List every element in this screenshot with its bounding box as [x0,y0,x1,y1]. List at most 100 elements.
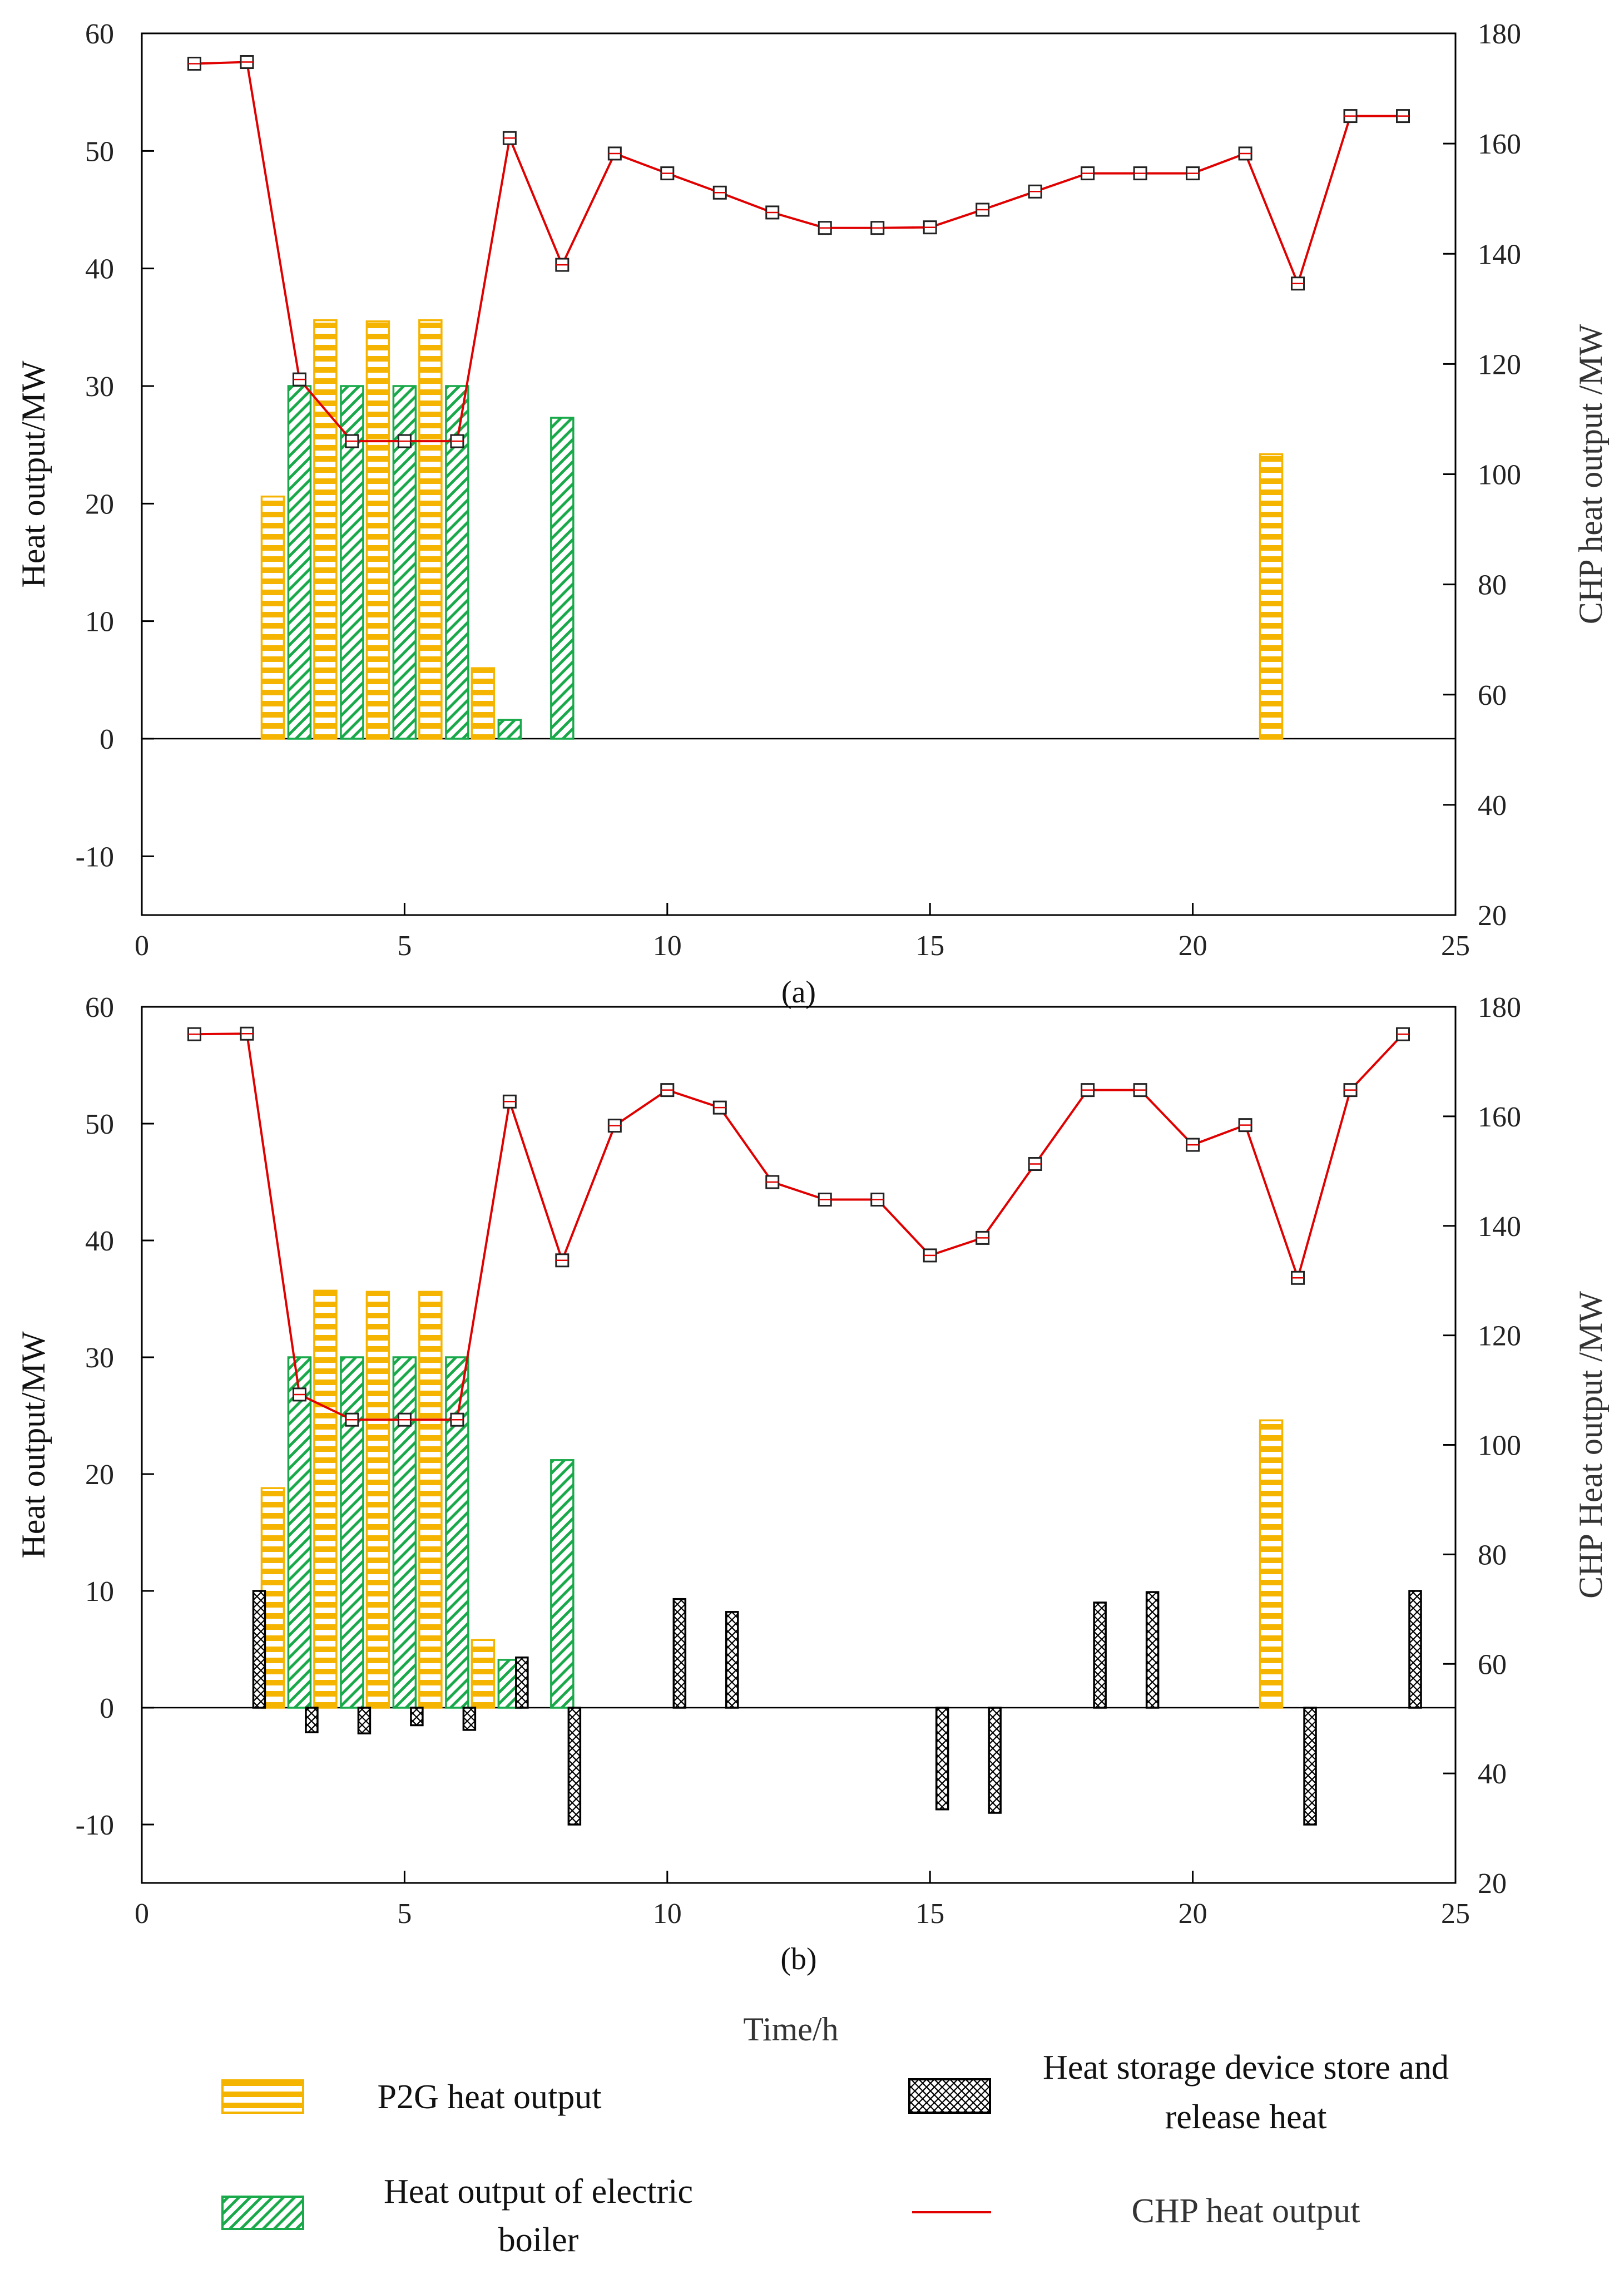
legend-p2g-swatch [221,2079,304,2114]
p2g-bar [1259,1419,1284,1709]
legend-storage-label-line1: Heat storage device store and [1043,2049,1449,2087]
y2-tick-label: 20 [1478,1868,1507,1900]
panel-caption: (b) [780,1942,816,1976]
y2-tick-label: 40 [1478,790,1507,822]
x-tick-label: 10 [653,930,682,962]
eb-bar [550,1459,575,1709]
x-tick-label: 20 [1179,1898,1207,1930]
chp-line [194,1032,1404,1421]
y-tick-label: 50 [85,1109,114,1140]
eb-bar [497,719,522,740]
x-tick-label: 5 [397,1898,412,1930]
y-tick-label: 20 [85,1459,114,1491]
y2-tick-label: 140 [1478,1211,1521,1243]
x-tick-label: 0 [135,1898,149,1930]
x-tick-label: 0 [135,930,149,962]
storage-bar [305,1707,319,1733]
y-tick-label: 50 [85,136,114,167]
p2g-bar [365,320,390,740]
y2-tick-label: 60 [1478,1649,1507,1680]
legend-eb-label-line1: Heat output of electric [384,2173,693,2211]
x-tick-label: 10 [653,1898,682,1930]
p2g-bar [313,1289,338,1709]
y2-axis-label: CHP Heat output /MW [1572,1291,1609,1599]
x-tick-label: 5 [397,930,412,962]
y2-tick-label: 160 [1478,128,1521,160]
y-tick-label: 30 [85,371,114,403]
p2g-bar [260,495,285,740]
y2-axis-label: CHP heat output /MW [1572,324,1609,624]
eb-bar [550,417,575,740]
y-tick-label: 0 [100,1693,114,1724]
legend-eb-label-line2: boiler [498,2221,579,2259]
eb-bar [340,1356,364,1709]
x-tick-label: 15 [915,1898,944,1930]
y2-tick-label: 180 [1478,992,1521,1024]
legend-storage-label-line2: release heat [1165,2098,1327,2136]
p2g-bar [471,667,496,740]
storage-bar [935,1707,949,1811]
y-tick-label: 40 [85,254,114,285]
storage-bar [410,1707,424,1727]
x-tick-label: 15 [915,930,944,962]
y2-tick-label: 140 [1478,239,1521,270]
storage-bar [1408,1590,1422,1709]
y2-tick-label: 60 [1478,680,1507,711]
y-tick-label: 10 [85,606,114,638]
y-tick-label: -10 [76,1810,114,1841]
legend-eb-swatch [221,2196,304,2230]
y-axis-label: Heat output/MW [15,1331,52,1559]
panel-b: 0 5 10 15 20 25-10010203040506020406080100120… [15,992,1609,1976]
storage-bar [252,1590,266,1709]
storage-bar [672,1598,687,1709]
y-tick-label: 60 [85,992,114,1024]
p2g-bar [313,319,338,740]
x-tick-label: 25 [1441,930,1470,962]
eb-bar [392,1356,417,1709]
eb-bar [445,1356,469,1709]
storage-bar [515,1656,529,1709]
y2-tick-label: 160 [1478,1101,1521,1133]
x-axis-label: Time/h [743,2011,838,2048]
y2-tick-label: 120 [1478,1321,1521,1352]
y2-tick-label: 20 [1478,900,1507,932]
y-axis-label: Heat output/MW [15,360,52,588]
storage-bar [462,1707,477,1731]
storage-bar [725,1611,739,1709]
chp-line [194,61,1403,443]
legend-p2g-label: P2G heat output [378,2078,602,2116]
storage-bar [357,1707,372,1734]
x-tick-label: 25 [1441,1898,1470,1930]
legend-storage-swatch [908,2078,991,2114]
p2g-bar [418,319,443,740]
y-tick-label: 20 [85,488,114,520]
storage-bar [1303,1707,1317,1826]
storage-bar [567,1707,582,1826]
panel-a: 0 5 10 15 20 25-10010203040506020406080100120… [15,18,1609,1010]
y2-tick-label: 180 [1478,18,1521,50]
plot-frame [141,1006,1457,1884]
p2g-bar [365,1291,390,1709]
p2g-bar [1259,453,1284,740]
y2-tick-label: 100 [1478,459,1521,491]
y2-tick-label: 120 [1478,349,1521,380]
p2g-bar [471,1639,496,1709]
y-tick-label: 40 [85,1225,114,1257]
y-tick-label: 0 [100,724,114,755]
y2-tick-label: 80 [1478,1539,1507,1571]
y2-tick-label: 40 [1478,1758,1507,1790]
y-tick-label: 10 [85,1576,114,1608]
storage-bar [1145,1591,1160,1709]
y-tick-label: 60 [85,18,114,50]
y2-tick-label: 100 [1478,1430,1521,1462]
eb-bar [287,385,312,740]
storage-bar [1093,1601,1107,1709]
storage-bar [988,1707,1002,1814]
y-tick-label: -10 [76,841,114,873]
panel-caption: (a) [781,975,816,1010]
legend: P2G heat output Heat output of electric … [221,2049,1449,2259]
eb-bar [287,1356,312,1709]
y-tick-label: 30 [85,1342,114,1374]
legend-chp-label: CHP heat output [1131,2192,1360,2230]
p2g-bar [418,1291,443,1709]
